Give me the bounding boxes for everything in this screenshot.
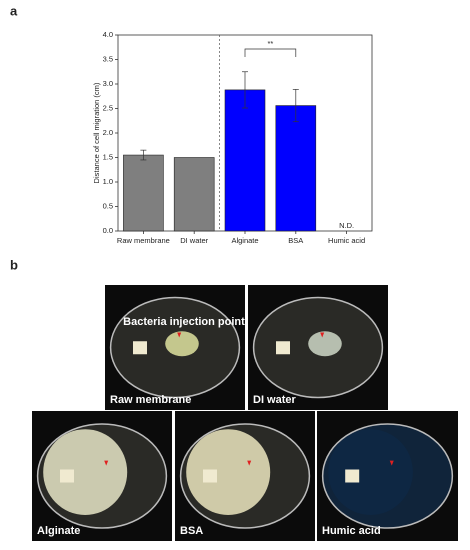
y-tick-label: 2.0: [103, 128, 113, 137]
error-bar: [242, 71, 248, 109]
x-tick-label: Raw membrane: [117, 236, 170, 245]
photo-label: Humic acid: [322, 525, 381, 537]
photo-label: Raw membrane: [110, 394, 191, 406]
membrane-sample: [60, 469, 74, 483]
panel-label: a: [10, 3, 18, 18]
y-axis-label: Distance of cell migration (cm): [92, 82, 101, 183]
membrane-sample: [133, 341, 147, 355]
bacteria-growth: [308, 331, 342, 357]
bar: [123, 154, 164, 232]
injection-arrow: [247, 460, 252, 466]
y-tick-label: 1.0: [103, 177, 113, 186]
y-tick-label: 3.0: [103, 79, 113, 88]
membrane-sample: [203, 469, 217, 483]
photo: Humic acid: [317, 411, 458, 541]
bacteria-growth: [165, 331, 199, 357]
bar: [224, 89, 266, 232]
value-label: N.D.: [339, 221, 354, 230]
y-tick-label: 3.5: [103, 54, 113, 63]
photo-label: Alginate: [37, 525, 80, 537]
x-tick-label: DI water: [180, 236, 208, 245]
significance-label: **: [267, 39, 273, 48]
photo: Alginate: [32, 411, 172, 541]
y-tick-label: 4.0: [103, 30, 113, 39]
photo: DI water: [248, 285, 388, 410]
injection-arrow: [320, 332, 325, 338]
y-tick-label: 0.0: [103, 226, 113, 235]
bar: [275, 105, 317, 232]
photo-label: BSA: [180, 525, 203, 537]
injection-arrow: [389, 460, 394, 466]
y-tick-label: 0.5: [103, 201, 113, 210]
x-tick-label: Humic acid: [328, 236, 365, 245]
membrane-sample: [345, 469, 360, 483]
x-tick-label: Alginate: [231, 236, 258, 245]
bar: [173, 157, 215, 232]
photo-label: DI water: [253, 394, 297, 406]
photo-panel: Raw membrane DI water Alginate BSA Humic aci…: [32, 285, 458, 541]
photo: BSA: [175, 411, 315, 541]
bacteria-growth: [186, 429, 271, 515]
bacteria-growth: [43, 429, 128, 515]
membrane-sample: [276, 341, 290, 355]
error-bar: [292, 89, 299, 123]
y-tick-label: 2.5: [103, 103, 113, 112]
error-bar: [140, 149, 147, 161]
photo-annotation: Bacteria injection point: [123, 316, 245, 328]
injection-arrow: [104, 460, 109, 466]
bacteria-growth: [328, 429, 413, 515]
y-tick-label: 1.5: [103, 152, 113, 161]
x-tick-label: BSA: [288, 236, 303, 245]
photo: Raw membrane: [105, 285, 245, 410]
injection-arrow: [177, 332, 182, 338]
panel-label: b: [10, 257, 18, 272]
significance-bracket: [244, 48, 297, 57]
